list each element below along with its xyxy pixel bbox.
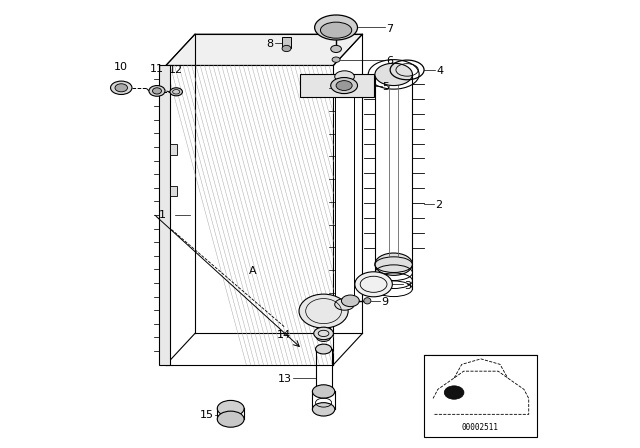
Ellipse shape [115, 84, 127, 92]
Text: 7: 7 [386, 24, 393, 34]
Text: 15: 15 [200, 410, 214, 420]
Text: 2: 2 [435, 200, 442, 210]
Text: 12: 12 [169, 65, 183, 75]
Ellipse shape [335, 298, 355, 310]
Ellipse shape [314, 327, 333, 340]
Text: 5: 5 [383, 82, 390, 92]
Text: 9: 9 [381, 297, 388, 307]
Text: 14: 14 [277, 330, 291, 340]
Text: 8: 8 [266, 39, 273, 49]
Ellipse shape [217, 411, 244, 427]
Text: 11: 11 [150, 65, 164, 74]
Ellipse shape [282, 45, 291, 52]
Text: 00002511: 00002511 [462, 423, 499, 432]
Ellipse shape [331, 45, 341, 52]
Ellipse shape [332, 57, 340, 62]
Ellipse shape [315, 15, 358, 40]
Ellipse shape [331, 78, 358, 94]
Bar [159, 65, 170, 365]
Ellipse shape [170, 88, 182, 96]
Ellipse shape [111, 81, 132, 95]
Text: 13: 13 [277, 375, 291, 384]
Ellipse shape [217, 401, 244, 417]
Ellipse shape [321, 22, 352, 38]
Ellipse shape [317, 334, 330, 341]
Ellipse shape [299, 294, 348, 328]
Text: 1: 1 [159, 210, 166, 220]
Ellipse shape [375, 63, 412, 86]
Ellipse shape [316, 344, 332, 354]
Ellipse shape [364, 297, 371, 304]
Text: 10: 10 [115, 62, 128, 72]
Ellipse shape [152, 88, 161, 94]
Text: 4: 4 [436, 66, 444, 76]
Ellipse shape [336, 81, 352, 90]
Ellipse shape [335, 71, 355, 82]
Polygon shape [300, 74, 374, 97]
Polygon shape [166, 34, 362, 65]
Bar [170, 144, 177, 155]
Bar [170, 186, 177, 197]
Bar [282, 37, 291, 48]
Ellipse shape [444, 386, 464, 399]
Ellipse shape [312, 385, 335, 398]
Ellipse shape [341, 295, 359, 306]
Ellipse shape [375, 253, 412, 276]
Ellipse shape [149, 86, 165, 96]
Ellipse shape [355, 272, 392, 297]
Ellipse shape [312, 403, 335, 416]
Text: A: A [248, 266, 256, 276]
Text: 3: 3 [404, 280, 411, 291]
Text: 6: 6 [386, 56, 393, 66]
Bar [424, 355, 536, 438]
